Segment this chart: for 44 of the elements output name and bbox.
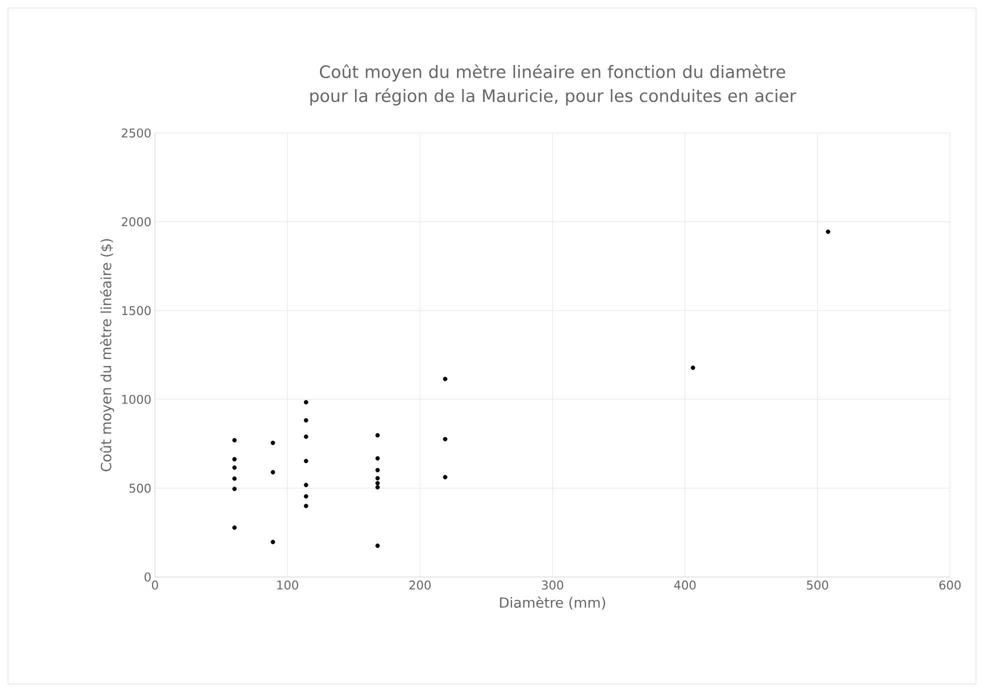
point [232, 486, 237, 492]
point [375, 456, 380, 461]
point [304, 458, 308, 464]
point [232, 525, 237, 530]
x-tick-label: 500 [806, 580, 828, 590]
x-tick-label: 100 [277, 580, 298, 590]
point [375, 481, 380, 486]
point [375, 485, 380, 490]
y-tick-label: 0 [144, 572, 151, 582]
y-tick-label: 1500 [122, 306, 151, 316]
point [442, 436, 448, 442]
point [690, 366, 696, 370]
chart-title: Coût moyen du mètre linéaire en fonction du diamètre pour la région de la Mauricie, pour les conduites en acier [310, 64, 796, 106]
point [304, 482, 308, 488]
y-axis-title: Coût moyen du mètre linéaire ($) [100, 239, 114, 472]
point [375, 544, 380, 548]
point [304, 400, 308, 404]
point [232, 438, 237, 442]
point [304, 494, 308, 499]
point [270, 440, 276, 446]
point [442, 376, 448, 382]
x-tick-label: 0 [152, 580, 158, 590]
x-tick-label: 200 [409, 580, 431, 590]
y-tick-label: 500 [129, 484, 151, 493]
x-axis-title: Diamètre (mm) [500, 596, 606, 610]
x-tick-label: 400 [674, 580, 696, 590]
point [375, 476, 380, 480]
point [304, 504, 308, 508]
point [232, 465, 237, 470]
point [304, 418, 308, 423]
point [232, 457, 237, 462]
point [270, 540, 276, 544]
y-tick-label: 2500 [122, 128, 151, 138]
point [375, 468, 380, 472]
point [270, 470, 276, 474]
x-tick-label: 300 [542, 580, 564, 590]
y-tick-label: 1000 [122, 394, 151, 404]
x-tick-label: 600 [939, 580, 961, 590]
point [232, 476, 237, 481]
point [826, 230, 830, 234]
point [442, 474, 448, 480]
y-tick-label: 2000 [122, 217, 151, 226]
point [304, 434, 308, 439]
point [375, 433, 380, 438]
